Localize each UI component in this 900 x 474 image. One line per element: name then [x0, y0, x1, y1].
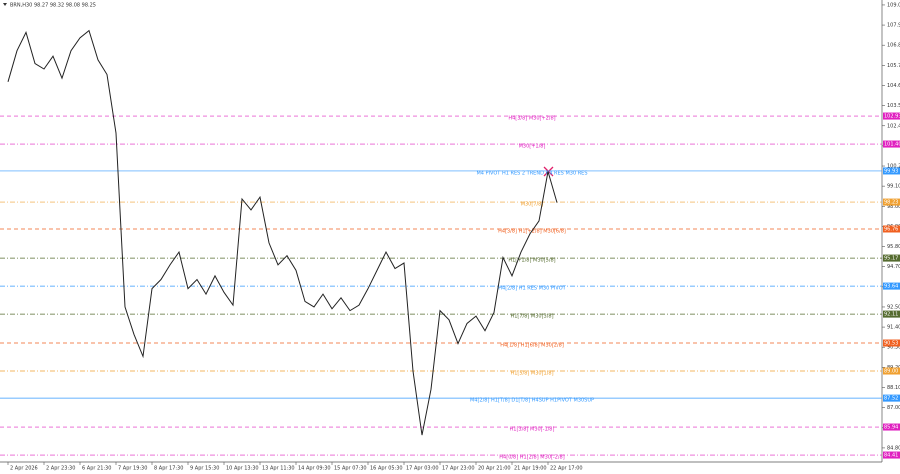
level-label: H4[0/8] H1[2/8] M30[-2/8] — [499, 455, 564, 461]
y-tick-label: 109.00 — [887, 2, 900, 8]
price-tag — [883, 198, 900, 206]
y-tick-label: 107.90 — [887, 23, 900, 29]
y-tick-label: 102.40 — [887, 123, 900, 129]
price-tag-label: 84.41 — [884, 453, 898, 459]
price-tag-label: 101.40 — [884, 142, 900, 148]
x-tick-label: 20 Apr 21:00 — [478, 466, 511, 472]
price-tag — [883, 112, 900, 120]
x-tick-label: 17 Apr 03:00 — [406, 466, 439, 472]
level-label: H1[5/8] M30[1/8] — [510, 371, 553, 377]
y-tick-label: 91.40 — [887, 325, 900, 331]
level-label: H1[7/8] M30[3/8] — [510, 314, 553, 320]
level-label: M30[7/8] — [521, 202, 544, 208]
price-tag — [883, 254, 900, 262]
price-tag-label: 89.00 — [884, 369, 898, 375]
y-tick-label: 105.70 — [887, 63, 900, 69]
level-label: M30[+1/8] — [519, 144, 546, 150]
level-label: M4[2/8] H1[T/8] D1[T/8] H4SUP H1PIVOT M3… — [470, 398, 594, 404]
x-tick-label: 10 Apr 13:30 — [226, 466, 259, 472]
x-tick-label: 7 Apr 19:30 — [118, 466, 147, 472]
price-tag-label: 93.64 — [884, 284, 898, 290]
x-tick-label: 15 Apr 07:30 — [334, 466, 367, 472]
x-tick-label: 22 Apr 17:00 — [550, 466, 583, 472]
y-tick-label: 98.00 — [887, 204, 900, 210]
y-tick-label: 94.70 — [887, 264, 900, 270]
price-tag-label: 96.76 — [884, 226, 898, 232]
y-tick-label: 90.30 — [887, 345, 900, 351]
y-tick-label: 88.10 — [887, 385, 900, 391]
x-tick-label: 14 Apr 09:30 — [298, 466, 331, 472]
price-tag-label: 85.94 — [884, 425, 898, 431]
x-tick-label: 21 Apr 19:00 — [514, 466, 547, 472]
price-tag — [883, 367, 900, 375]
price-tag — [883, 282, 900, 290]
x-tick-label: 2 Apr 2026 — [10, 466, 38, 472]
price-tag-label: 92.11 — [884, 312, 898, 318]
level-label: H1[+1/8] M30[5/8] — [508, 258, 555, 264]
price-tag-label: 99.93 — [884, 168, 898, 174]
x-tick-label: 2 Apr 23:30 — [46, 466, 75, 472]
x-tick-label: 17 Apr 23:00 — [442, 466, 475, 472]
price-line — [7, 29, 558, 436]
x-tick-label: 8 Apr 17:30 — [154, 466, 183, 472]
level-label: H4[3/8] M30[+2/8] — [508, 116, 555, 122]
price-tag — [883, 394, 900, 402]
price-tag — [883, 451, 900, 459]
y-tick-label: 104.60 — [887, 83, 900, 89]
x-tick-label: 9 Apr 15:30 — [190, 466, 219, 472]
y-tick-label: 106.80 — [887, 43, 900, 49]
level-label: H1[3/8] M30[-1/8] — [510, 427, 555, 433]
price-tag — [883, 339, 900, 347]
y-tick-label: 100.20 — [887, 164, 900, 170]
y-tick-label: 84.80 — [887, 445, 900, 451]
y-tick-label: 87.00 — [887, 405, 900, 411]
price-tag-label: 90.53 — [884, 341, 898, 347]
price-tag — [883, 310, 900, 318]
level-label: M4 PIVOT H1 RES 2 TREND H4 RES M30 RES — [476, 170, 587, 176]
price-tag — [883, 140, 900, 148]
price-tag-label: 102.93 — [884, 114, 900, 120]
x-tick-label: 16 Apr 05:30 — [370, 466, 403, 472]
y-tick-label: 99.10 — [887, 184, 900, 190]
y-tick-label: 95.80 — [887, 244, 900, 250]
x-tick-label: 6 Apr 21:30 — [82, 466, 111, 472]
symbol-icon — [3, 3, 7, 6]
level-label: H4[2/8] H1 RES M30 PIVOT — [498, 286, 566, 292]
price-tag — [883, 225, 900, 233]
price-tag-label: 95.17 — [884, 256, 898, 262]
level-label: H4[1/8] H1[6/8] M30[2/8] — [500, 343, 564, 349]
price-tag-label: 87.52 — [884, 396, 898, 402]
price-tag — [883, 423, 900, 431]
price-tag-label: 98.23 — [884, 200, 898, 206]
x-tick-label: 13 Apr 11:30 — [262, 466, 295, 472]
price-tag — [883, 167, 900, 175]
y-tick-label: 103.50 — [887, 103, 900, 109]
y-tick-label: 92.50 — [887, 304, 900, 310]
chart-title: BRN,H30 98.27 98.32 98.08 98.25 — [10, 3, 96, 9]
